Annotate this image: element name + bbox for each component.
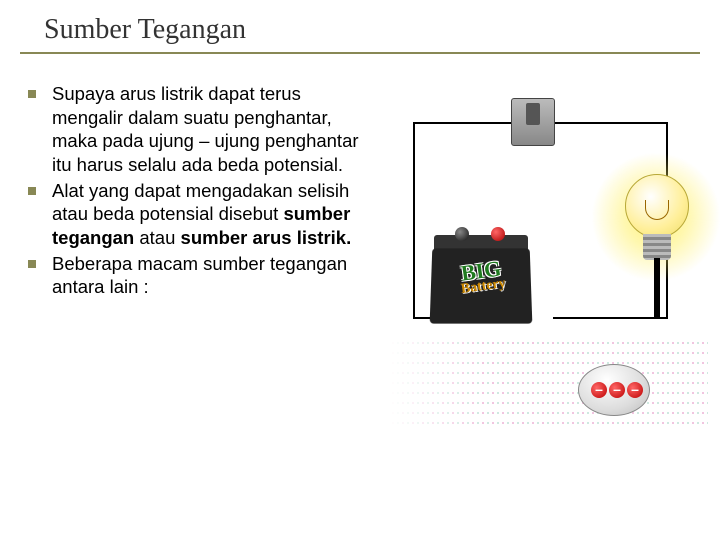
bullet-text: Supaya arus listrik dapat terus mengalir… [52, 82, 373, 177]
bulb-stem [654, 258, 660, 318]
text-fragment: atau [134, 227, 180, 248]
bullet-list: Supaya arus listrik dapat terus mengalir… [28, 82, 373, 299]
bullet-text: Alat yang dapat mengadakan selisih atau … [52, 179, 373, 250]
decorative-dots [388, 338, 708, 428]
wire-bottom-right [553, 317, 668, 319]
bold-text: sumber arus listrik. [181, 227, 352, 248]
electron-icon: – [609, 382, 625, 398]
slide-title: Sumber Tegangan [44, 14, 700, 46]
battery-terminal-negative [455, 227, 469, 241]
battery-terminal-positive [491, 227, 505, 241]
bullet-icon [28, 260, 36, 268]
bullet-icon [28, 187, 36, 195]
bullet-icon [28, 90, 36, 98]
list-item: Supaya arus listrik dapat terus mengalir… [28, 82, 373, 177]
circuit-diagram: BIG Battery – – – [373, 82, 708, 462]
electron-icon: – [591, 382, 607, 398]
list-item: Beberapa macam sumber tegangan antara la… [28, 252, 373, 299]
electron-icon: – [627, 382, 643, 398]
switch-icon [511, 98, 555, 146]
title-bar: Sumber Tegangan [20, 0, 700, 54]
battery-icon: BIG Battery [431, 227, 531, 323]
wire-left [413, 122, 415, 317]
list-item: Alat yang dapat mengadakan selisih atau … [28, 179, 373, 250]
bulb-base [643, 234, 671, 260]
bullet-text: Beberapa macam sumber tegangan antara la… [52, 252, 373, 299]
text-column: Supaya arus listrik dapat terus mengalir… [28, 82, 373, 462]
content-area: Supaya arus listrik dapat terus mengalir… [0, 54, 720, 462]
